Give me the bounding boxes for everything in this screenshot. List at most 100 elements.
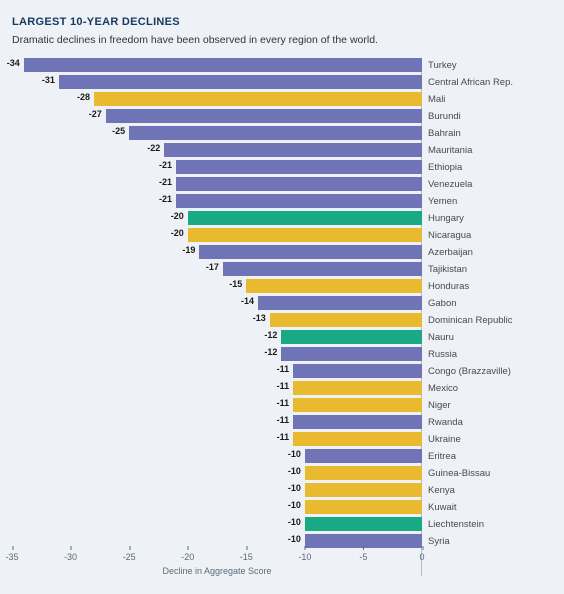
bar: -11	[293, 432, 422, 446]
bar-value-label: -14	[241, 296, 254, 306]
bar-row: -20	[12, 211, 422, 225]
country-label: Burundi	[428, 109, 542, 123]
bar: -21	[176, 177, 422, 191]
bar-value-label: -34	[7, 58, 20, 68]
bar: -20	[188, 211, 422, 225]
bar: -20	[188, 228, 422, 242]
x-tick: -25	[123, 552, 136, 562]
country-label: Kuwait	[428, 500, 542, 514]
x-tick: 0	[419, 552, 424, 562]
bar: -17	[223, 262, 422, 276]
x-tick: -30	[64, 552, 77, 562]
bar-row: -19	[12, 245, 422, 259]
x-tick: -5	[359, 552, 367, 562]
bar: -14	[258, 296, 422, 310]
bar: -25	[129, 126, 422, 140]
country-label: Ethiopia	[428, 160, 542, 174]
bar-row: -15	[12, 279, 422, 293]
x-axis: Decline in Aggregate Score -35-30-25-20-…	[12, 552, 422, 576]
country-label: Hungary	[428, 211, 542, 225]
bar-row: -11	[12, 364, 422, 378]
x-tick: -35	[5, 552, 18, 562]
bar-value-label: -17	[206, 262, 219, 272]
bar-value-label: -19	[182, 245, 195, 255]
country-label: Azerbaijan	[428, 245, 542, 259]
bar-row: -25	[12, 126, 422, 140]
bar-row: -17	[12, 262, 422, 276]
bar: -10	[305, 500, 422, 514]
bar-row: -10	[12, 500, 422, 514]
country-label: Mauritania	[428, 143, 542, 157]
country-label: Nauru	[428, 330, 542, 344]
x-tick: -20	[181, 552, 194, 562]
bar: -22	[164, 143, 422, 157]
bar-value-label: -31	[42, 75, 55, 85]
bar: -12	[281, 330, 422, 344]
bar-value-label: -10	[288, 483, 301, 493]
bar-value-label: -15	[229, 279, 242, 289]
bar-value-label: -12	[264, 347, 277, 357]
bar-value-label: -10	[288, 517, 301, 527]
chart-title: LARGEST 10-YEAR DECLINES	[12, 16, 552, 28]
bars-column: -34-31-28-27-25-22-21-21-21-20-20-19-17-…	[12, 58, 422, 576]
bar-row: -10	[12, 517, 422, 531]
country-label: Eritrea	[428, 449, 542, 463]
country-label: Niger	[428, 398, 542, 412]
bar-row: -10	[12, 534, 422, 548]
country-label: Guinea-Bissau	[428, 466, 542, 480]
country-label: Liechtenstein	[428, 517, 542, 531]
bar-row: -11	[12, 415, 422, 429]
bar-value-label: -28	[77, 92, 90, 102]
bar: -21	[176, 160, 422, 174]
bar-value-label: -10	[288, 500, 301, 510]
country-label: Yemen	[428, 194, 542, 208]
bar-value-label: -11	[277, 432, 290, 442]
bar-value-label: -21	[159, 160, 172, 170]
bars-container: -34-31-28-27-25-22-21-21-21-20-20-19-17-…	[12, 58, 422, 548]
bar: -21	[176, 194, 422, 208]
country-label: Tajikistan	[428, 262, 542, 276]
country-label: Kenya	[428, 483, 542, 497]
bar: -10	[305, 483, 422, 497]
country-label: Mali	[428, 92, 542, 106]
x-tick: -15	[240, 552, 253, 562]
bar-row: -21	[12, 194, 422, 208]
bar-row: -10	[12, 483, 422, 497]
bar-value-label: -25	[112, 126, 125, 136]
bar-value-label: -20	[171, 211, 184, 221]
bar-row: -14	[12, 296, 422, 310]
country-label: Venezuela	[428, 177, 542, 191]
bar-value-label: -21	[159, 177, 172, 187]
bar-row: -22	[12, 143, 422, 157]
bar: -34	[24, 58, 422, 72]
bar-value-label: -22	[147, 143, 160, 153]
bar-value-label: -12	[264, 330, 277, 340]
bar-row: -34	[12, 58, 422, 72]
bar-row: -27	[12, 109, 422, 123]
bar: -28	[94, 92, 422, 106]
bar-value-label: -27	[89, 109, 102, 119]
bar-row: -12	[12, 330, 422, 344]
bar-row: -20	[12, 228, 422, 242]
bar-value-label: -11	[277, 398, 290, 408]
chart-subtitle: Dramatic declines in freedom have been o…	[12, 34, 552, 46]
bar: -11	[293, 381, 422, 395]
labels-column: TurkeyCentral African Rep.MaliBurundiBah…	[422, 58, 542, 576]
country-label: Central African Rep.	[428, 75, 542, 89]
bar: -10	[305, 449, 422, 463]
bar: -12	[281, 347, 422, 361]
declines-chart: LARGEST 10-YEAR DECLINES Dramatic declin…	[0, 0, 564, 594]
country-label: Honduras	[428, 279, 542, 293]
country-label: Gabon	[428, 296, 542, 310]
x-axis-label: Decline in Aggregate Score	[12, 566, 422, 576]
bar-row: -11	[12, 398, 422, 412]
bar: -15	[246, 279, 422, 293]
bar-row: -10	[12, 449, 422, 463]
bar-row: -10	[12, 466, 422, 480]
country-label: Russia	[428, 347, 542, 361]
bar: -10	[305, 466, 422, 480]
bar-value-label: -21	[159, 194, 172, 204]
bar-row: -31	[12, 75, 422, 89]
bar-value-label: -20	[171, 228, 184, 238]
bar-row: -21	[12, 177, 422, 191]
